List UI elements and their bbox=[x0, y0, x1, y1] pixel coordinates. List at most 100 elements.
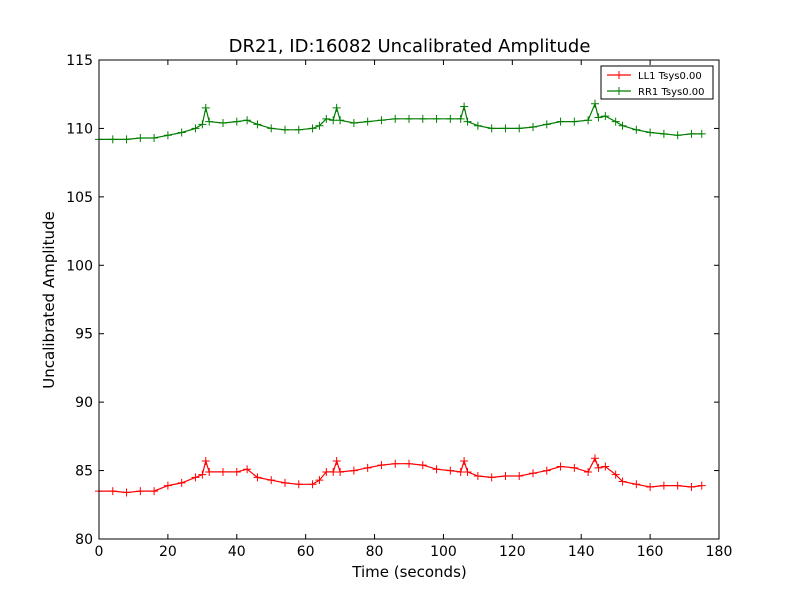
data-point-0-29 bbox=[418, 461, 427, 470]
data-point-1-54 bbox=[697, 129, 706, 138]
x-tick-label: 180 bbox=[706, 544, 733, 560]
data-point-0-51 bbox=[659, 481, 668, 490]
data-point-1-26 bbox=[377, 116, 386, 125]
data-point-1-34 bbox=[463, 117, 472, 126]
x-tick-label: 160 bbox=[637, 544, 664, 560]
data-point-0-48 bbox=[618, 477, 627, 486]
y-tick-label: 105 bbox=[66, 190, 93, 206]
y-tick-label: 90 bbox=[75, 395, 93, 411]
data-point-0-15 bbox=[267, 476, 276, 485]
data-point-0-11 bbox=[219, 467, 227, 476]
data-point-0-30 bbox=[432, 465, 441, 474]
data-point-1-50 bbox=[646, 128, 655, 137]
data-point-0-34 bbox=[463, 467, 472, 476]
data-point-1-17 bbox=[294, 125, 303, 134]
data-point-0-27 bbox=[391, 459, 400, 468]
data-point-0-19 bbox=[315, 476, 324, 485]
data-point-0-26 bbox=[377, 461, 386, 470]
data-point-1-32 bbox=[456, 114, 465, 123]
data-point-0-16 bbox=[281, 478, 289, 487]
data-point-1-28 bbox=[405, 114, 413, 123]
data-point-1-4 bbox=[150, 134, 159, 143]
data-point-0-49 bbox=[632, 480, 641, 489]
x-tick-label: 60 bbox=[297, 544, 315, 560]
data-point-1-8 bbox=[198, 120, 207, 129]
legend-marker-1 bbox=[615, 87, 623, 95]
data-point-1-10 bbox=[205, 117, 214, 126]
data-point-1-39 bbox=[529, 123, 537, 132]
data-point-0-44 bbox=[591, 454, 599, 463]
data-point-0-8 bbox=[198, 470, 207, 479]
y-tick-label: 110 bbox=[66, 121, 93, 137]
data-point-1-51 bbox=[659, 129, 668, 138]
data-point-0-35 bbox=[473, 472, 482, 481]
data-point-1-19 bbox=[315, 121, 324, 130]
data-point-0-38 bbox=[515, 472, 524, 481]
data-point-0-12 bbox=[232, 467, 241, 476]
data-point-0-53 bbox=[687, 482, 696, 491]
y-axis-label: Uncalibrated Amplitude bbox=[40, 211, 58, 388]
data-point-1-11 bbox=[219, 118, 227, 127]
data-point-0-52 bbox=[673, 481, 682, 490]
y-tick-label: 100 bbox=[66, 258, 93, 274]
data-point-1-27 bbox=[391, 114, 400, 123]
data-point-0-24 bbox=[349, 466, 358, 475]
x-tick-label: 20 bbox=[159, 544, 177, 560]
data-point-0-14 bbox=[253, 473, 262, 482]
data-point-1-38 bbox=[515, 124, 524, 133]
y-tick-label: 115 bbox=[66, 53, 93, 69]
data-point-0-3 bbox=[136, 487, 145, 496]
data-point-1-30 bbox=[432, 114, 441, 123]
data-point-0-4 bbox=[150, 487, 159, 496]
data-point-0-47 bbox=[611, 470, 620, 479]
data-point-0-46 bbox=[601, 462, 610, 471]
x-tick-label: 140 bbox=[568, 544, 595, 560]
data-point-1-42 bbox=[570, 117, 579, 126]
legend-box bbox=[600, 65, 714, 100]
data-point-1-3 bbox=[136, 134, 145, 143]
x-tick-label: 120 bbox=[499, 544, 526, 560]
data-point-1-52 bbox=[673, 131, 682, 140]
data-point-1-43 bbox=[584, 116, 593, 125]
data-point-1-47 bbox=[611, 117, 620, 126]
data-point-1-44 bbox=[591, 99, 599, 108]
data-point-1-12 bbox=[232, 117, 241, 126]
plot-area: 0 20 40 60 80 100 120 140 160 180 80 85 90 95 100 105 11… bbox=[66, 53, 732, 560]
data-point-1-16 bbox=[281, 125, 289, 134]
data-point-1-5 bbox=[163, 131, 172, 140]
legend-label-1: RR1 Tsys0.00 bbox=[638, 87, 705, 98]
data-point-0-10 bbox=[205, 467, 214, 476]
data-point-0-28 bbox=[405, 459, 413, 468]
data-point-1-33 bbox=[460, 102, 469, 111]
data-point-1-9 bbox=[201, 103, 210, 112]
data-point-1-20 bbox=[322, 114, 331, 123]
data-point-1-7 bbox=[191, 124, 200, 133]
data-point-0-43 bbox=[584, 467, 593, 476]
data-point-0-20 bbox=[322, 467, 331, 476]
data-point-0-17 bbox=[294, 480, 303, 489]
data-point-0-7 bbox=[191, 473, 200, 482]
data-point-1-21 bbox=[329, 116, 338, 125]
data-point-0-31 bbox=[446, 466, 455, 475]
x-axis-label: Time (seconds) bbox=[351, 563, 467, 581]
data-point-0-23 bbox=[336, 467, 345, 476]
y-tick-label: 85 bbox=[75, 464, 93, 480]
data-point-0-2 bbox=[122, 488, 131, 497]
data-point-1-36 bbox=[487, 124, 496, 133]
data-point-1-22 bbox=[332, 103, 341, 112]
data-point-1-1 bbox=[108, 135, 117, 144]
data-point-0-18 bbox=[308, 480, 317, 489]
data-point-1-40 bbox=[542, 120, 551, 129]
data-point-1-2 bbox=[122, 135, 131, 144]
data-point-0-22 bbox=[332, 456, 341, 465]
data-point-1-24 bbox=[349, 118, 358, 127]
data-point-1-45 bbox=[594, 113, 603, 122]
data-point-0-45 bbox=[594, 463, 603, 472]
data-point-1-49 bbox=[632, 125, 641, 134]
data-point-1-25 bbox=[363, 117, 372, 126]
y-tick-label: 95 bbox=[75, 327, 93, 343]
data-point-0-33 bbox=[460, 456, 469, 465]
data-point-0-6 bbox=[177, 478, 186, 487]
